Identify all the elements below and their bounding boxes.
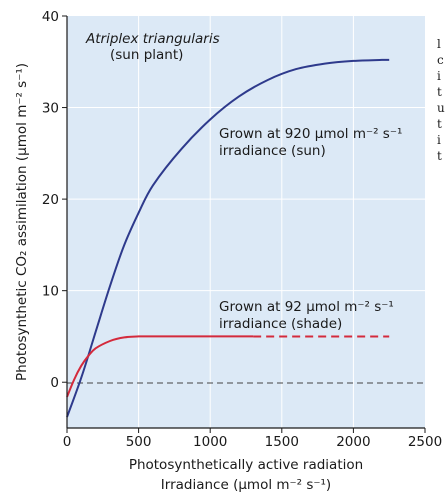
side-text-char: i (437, 133, 441, 147)
x-tick-label: 500 (126, 434, 152, 450)
side-text-char: i (437, 69, 441, 83)
x-tick-label: 1000 (193, 434, 227, 450)
side-text-char: t (437, 149, 442, 163)
x-tick-label: 1500 (265, 434, 299, 450)
y-tick-label: 30 (42, 101, 59, 117)
y-tick-label: 20 (42, 192, 59, 208)
grid (67, 16, 425, 428)
y-tick-label: 0 (50, 375, 59, 391)
side-text-char: t (437, 117, 442, 131)
y-axis-title: Photosynthetic CO₂ assimilation (μmol m⁻… (14, 63, 30, 381)
x-axis-title-line2: Irradiance (μmol m⁻² s⁻¹) (161, 477, 331, 493)
side-text-char: t (437, 85, 442, 99)
annotation-shade-line2: irradiance (shade) (219, 316, 342, 332)
annotation-species-note: (sun plant) (110, 47, 183, 63)
annotation-sun-line1: Grown at 920 μmol m⁻² s⁻¹ (219, 126, 402, 142)
x-tick-label: 0 (63, 434, 72, 450)
x-tick-label: 2000 (336, 434, 370, 450)
annotation-shade-line1: Grown at 92 μmol m⁻² s⁻¹ (219, 299, 394, 315)
series-line-sun (66, 58, 390, 418)
annotation-sun-line2: irradiance (sun) (219, 143, 326, 159)
side-text-char: l (437, 37, 441, 51)
plot-area (67, 16, 425, 428)
x-tick-label: 2500 (408, 434, 442, 450)
side-text-char: u (437, 101, 445, 115)
x-axis-title-line1: Photosynthetically active radiation (129, 457, 363, 473)
y-tick-label: 10 (42, 284, 59, 300)
annotation-species: Atriplex triangularis (85, 31, 220, 47)
y-tick-label: 40 (42, 9, 59, 25)
series-line-shade (66, 335, 254, 398)
side-text-char: c (437, 53, 444, 67)
series-group (66, 58, 390, 418)
axes-ticks: 0 500 1000 1500 2000 2500 0 10 20 30 40 (42, 9, 442, 450)
